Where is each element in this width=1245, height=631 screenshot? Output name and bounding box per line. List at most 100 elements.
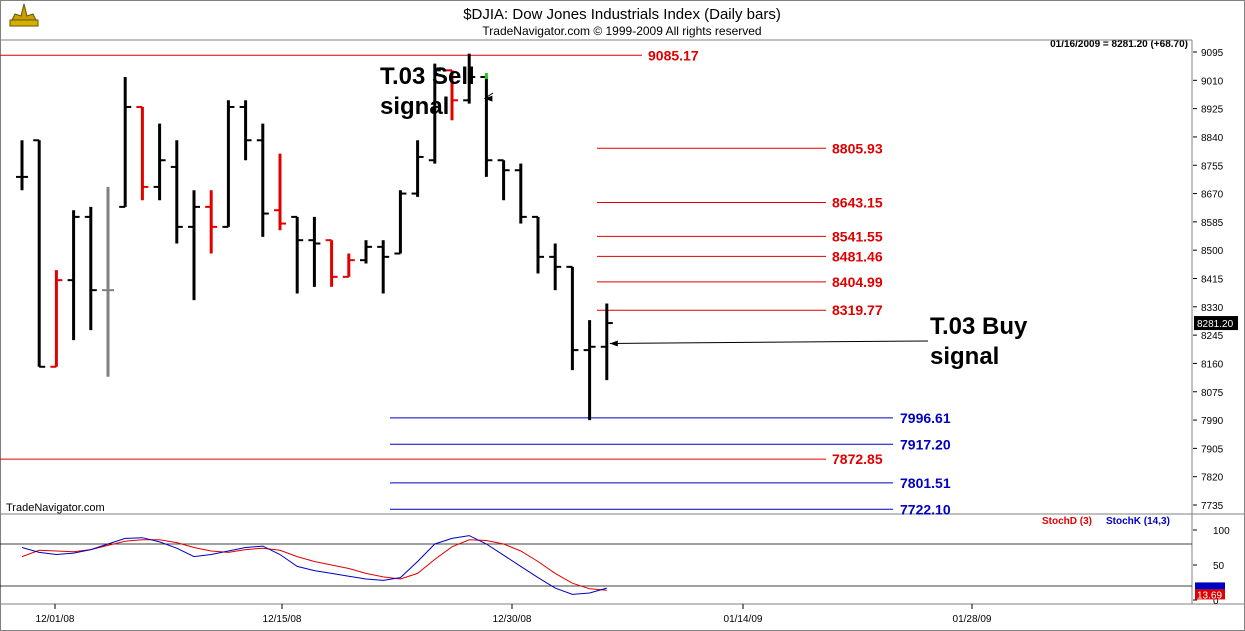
ohlc-bar (205, 190, 218, 254)
price-tick-label: 8415 (1201, 275, 1224, 286)
ohlc-bar (342, 253, 355, 278)
ohlc-bar (583, 320, 596, 421)
ohlc-bar (256, 123, 269, 237)
price-tick-label: 8840 (1201, 133, 1224, 144)
price-tick-label: 8670 (1201, 190, 1224, 201)
signal-annotation-text: signal (380, 93, 449, 120)
support-label: 7722.10 (900, 501, 951, 517)
price-tick-label: 9010 (1201, 76, 1224, 87)
price-tick-label: 8755 (1201, 161, 1224, 172)
stochd-last-box (1195, 589, 1225, 600)
price-tick-label: 8925 (1201, 105, 1224, 116)
signal-annotation-text: T.03 Buy (930, 313, 1028, 340)
resistance-label: 9085.17 (648, 47, 699, 63)
signal-annotation-text: T.03 Sell (380, 63, 475, 90)
ohlc-bar (67, 210, 80, 341)
resistance-label: 7872.85 (832, 451, 883, 467)
price-tick-label: 8075 (1201, 388, 1224, 399)
time-tick-label: 12/01/08 (36, 614, 75, 625)
price-tick-label: 7990 (1201, 416, 1224, 427)
price-levels: 9085.17 8805.93 8643.15 8541.55 8481.46 8404.… (0, 47, 951, 517)
time-axis: 12/01/08 12/15/08 12/30/08 01/14/09 01/28/09 (36, 604, 992, 625)
ohlc-bar (549, 243, 562, 291)
ohlc-bar (463, 53, 476, 104)
ohlc-bar (411, 140, 424, 197)
ohlc-bar (102, 186, 114, 377)
stochk-last-box (1195, 582, 1225, 590)
last-price-box (1194, 316, 1238, 331)
signal-annotations: T.03 Sell signal T.03 Buy signal (380, 63, 1028, 370)
ohlc-bar (532, 215, 544, 274)
ohlc-bar (170, 140, 183, 244)
watermark-text: TradeNavigator.com (6, 502, 105, 514)
price-tick-label: 7905 (1201, 444, 1224, 455)
time-tick-label: 12/15/08 (263, 614, 302, 625)
time-tick-label: 12/30/08 (493, 614, 532, 625)
legend-stochd: StochD (3) (1042, 516, 1092, 527)
ohlc-bar (119, 76, 132, 208)
ohlc-bar (274, 153, 286, 231)
ohlc-bar (188, 190, 200, 301)
support-label: 7917.20 (900, 436, 951, 452)
ohlc-bar (16, 140, 28, 191)
stoch-series-line (21, 535, 607, 595)
ohlc-bar (446, 69, 458, 121)
copyright-text: TradeNavigator.com © 1999-2009 All right… (482, 24, 761, 38)
last-bar-info: 01/16/2009 = 8281.20 (+68.70) (1050, 39, 1188, 50)
legend-stochk: StochK (14,3) (1106, 516, 1170, 527)
price-tick-label: 8585 (1201, 218, 1224, 229)
annotation-arrowhead (484, 95, 493, 102)
price-axis: 9095 9010 8925 8840 8755 8670 8585 8500 8415 8330… (1193, 48, 1238, 512)
ohlc-bar (566, 265, 579, 371)
ohlc-bar (514, 163, 527, 224)
time-tick-label: 01/28/09 (953, 614, 992, 625)
signal-annotation-text: signal (930, 343, 999, 370)
ohlc-bar (84, 206, 97, 331)
ohlc-bar (222, 100, 235, 228)
support-label: 7801.51 (900, 475, 951, 491)
resistance-label: 8643.15 (832, 195, 883, 211)
ohlc-bar (33, 139, 46, 368)
price-tick-label: 7735 (1201, 501, 1224, 512)
stoch-tick-label: 50 (1213, 561, 1225, 572)
price-tick-label: 8500 (1201, 246, 1224, 257)
support-label: 7996.61 (900, 410, 951, 426)
ohlc-bar (153, 123, 166, 201)
ohlc-bar (50, 270, 63, 368)
price-tick-label: 9095 (1201, 48, 1224, 59)
ohlc-bar (394, 190, 407, 255)
price-tick-label: 7820 (1201, 473, 1224, 484)
ohlc-bar (325, 239, 338, 287)
annotation-arrow-line (484, 92, 494, 100)
resistance-label: 8319.77 (832, 302, 883, 318)
ohlc-bar (360, 240, 372, 264)
price-tick-label: 8245 (1201, 331, 1224, 342)
resistance-label: 8541.55 (832, 228, 883, 244)
trade-navigator-logo (9, 3, 39, 27)
ohlc-bar (600, 303, 613, 381)
ohlc-bar (377, 240, 390, 294)
stoch-last-value: 13.69 (1197, 590, 1222, 601)
resistance-label: 8805.93 (832, 140, 883, 156)
stochastic-panel: 100 50 0 StochD (3) StochK (14,3) 13.69 (0, 516, 1230, 607)
last-price-label: 8281.20 (1197, 319, 1234, 330)
annotation-arrow-line (609, 340, 929, 344)
ohlc-bar (136, 105, 149, 201)
ohlc-bar (291, 215, 304, 294)
stoch-tick-label: 100 (1213, 526, 1230, 537)
price-tick-label: 8330 (1201, 303, 1224, 314)
stoch-tick-label: 0 (1213, 596, 1219, 607)
annotation-arrowhead (609, 340, 618, 347)
ohlc-bar (428, 63, 441, 164)
ohlc-bar (497, 159, 510, 201)
ohlc-bars (16, 53, 613, 421)
chart-title: $DJIA: Dow Jones Industrials Index (Dail… (463, 6, 781, 23)
stoch-series-line (21, 539, 607, 591)
price-tick-label: 8160 (1201, 359, 1224, 370)
ohlc-bar (308, 216, 321, 287)
ohlc-bar (239, 100, 252, 161)
time-tick-label: 01/14/09 (724, 614, 763, 625)
resistance-label: 8404.99 (832, 274, 883, 290)
